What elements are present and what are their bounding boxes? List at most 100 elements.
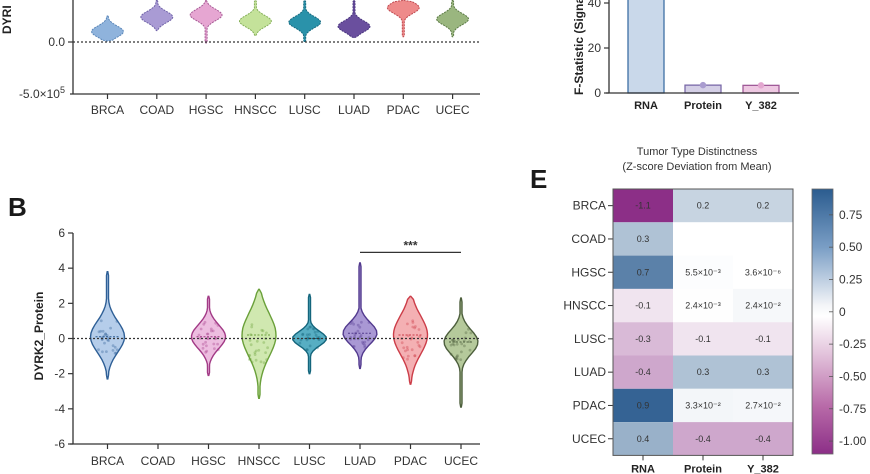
panel-b-data-point [308, 333, 311, 336]
heatmap-cell-label: 0.2 [757, 201, 770, 211]
panel-b-data-point [211, 329, 215, 333]
panel-e-heatmap: E Tumor Type Distinctness (Z-score Devia… [530, 146, 867, 474]
panel-a-violin-ucec [436, 0, 470, 38]
panel-b-data-point [454, 357, 458, 361]
panel-d-y-tick-label: 0 [594, 86, 601, 100]
panel-a-x-tick-label: COAD [139, 103, 174, 117]
panel-b-y-tick-label: 2 [58, 296, 65, 310]
heatmap-cells: -1.1 0.2 0.2 0.3 0.7 5.5×10⁻³ 3.6×10⁻⁶ -0.1 2.4×… [613, 189, 793, 456]
panel-b-data-point [248, 339, 252, 342]
panel-a-x-tick-label: HGSC [189, 103, 224, 117]
panel-a-violin-luad [337, 0, 371, 39]
panel-b-data-point [254, 349, 258, 353]
panel-b-data-point [101, 329, 105, 333]
panel-b-data-point [350, 320, 354, 324]
panel-b-x-tick-label: PDAC [394, 454, 428, 468]
panel-b-violin-hgsc [190, 295, 227, 377]
heatmap-cell-label: 2.4×10⁻³ [685, 301, 721, 311]
panel-b-data-point [400, 341, 404, 345]
panel-b-data-point [262, 341, 266, 344]
panel-b-data-point [113, 351, 117, 355]
panel-b-data-point [299, 338, 303, 342]
panel-b-data-point [309, 325, 312, 329]
panel-b-x-tick-label: HNSCC [238, 454, 281, 468]
heatmap-cell [673, 288, 733, 323]
heatmap-cell-label: 0.4 [637, 434, 650, 444]
panel-b-data-point [363, 343, 366, 347]
heatmap-col-label: Y_382 [747, 463, 779, 474]
panel-b-data-point [359, 334, 363, 337]
heatmap-cell [673, 189, 733, 223]
panel-b-y-tick-label: 4 [58, 261, 65, 275]
heatmap-cell-label: -0.1 [755, 334, 771, 344]
panel-b-data-point [352, 345, 356, 348]
colorbar-tick-label: -0.25 [839, 337, 867, 351]
panel-b-data-point [262, 361, 266, 365]
panel-b-data-point [363, 345, 367, 349]
panel-b-data-point [248, 354, 252, 357]
panel-b-data-point [265, 358, 268, 361]
panel-d-y-tick-label: 40 [588, 0, 602, 10]
panel-b-violin-luad [342, 262, 378, 370]
panel-a-x-tick-label: BRCA [91, 103, 124, 117]
heatmap-cell [673, 422, 733, 456]
heatmap-cell [673, 388, 733, 423]
panel-b-data-point [205, 344, 208, 348]
panel-b-data-point [214, 321, 218, 325]
panel-b-data-point [216, 324, 220, 327]
panel-b-y-axis-title: DYRK2_Protein [32, 292, 46, 381]
heatmap-cell [733, 222, 793, 256]
colorbar-tick-label: -1.00 [839, 434, 867, 448]
panel-b-data-point [451, 338, 455, 342]
panel-d-bar-fstat: F-Statistic (Signa 40 20 0 RNA Protein Y_382 [572, 0, 799, 112]
panel-b-data-point [250, 325, 254, 329]
panel-b-data-point [316, 346, 319, 350]
panel-b-data-point [413, 326, 417, 330]
panel-b-data-point [418, 335, 422, 338]
panel-b-data-point [463, 344, 466, 348]
panel-b-data-point [199, 327, 203, 331]
panel-b-data-point [411, 321, 415, 324]
panel-a-violin-lusc [288, 0, 322, 43]
panel-b-y-tick-label: -4 [54, 402, 65, 416]
panel-b-data-point [455, 355, 459, 359]
panel-b-data-point [456, 354, 459, 358]
panel-b-data-point [313, 330, 317, 334]
panel-b-violin-brca [89, 271, 126, 380]
panel-b-x-tick-label: UCEC [444, 454, 478, 468]
panel-b-violin-pdac [392, 295, 429, 385]
panel-b-data-point [353, 333, 357, 336]
panel-b-data-point [109, 326, 112, 330]
panel-b-data-point [404, 349, 407, 353]
panel-b-data-point [406, 354, 410, 358]
panel-b-data-point [450, 338, 454, 342]
panel-b-data-point [312, 327, 316, 331]
heatmap-cell-label: 3.3×10⁻² [685, 400, 721, 410]
panel-b-data-point [452, 339, 456, 343]
heatmap-row-label: UCEC [572, 432, 606, 446]
panel-b-data-point [104, 332, 108, 336]
panel-a-violin-brca [91, 15, 124, 42]
panel-b-data-point [216, 342, 220, 346]
panel-b-x-tick-label: BRCA [91, 454, 124, 468]
panel-b-data-point [454, 356, 458, 360]
colorbar-tick-label: -0.50 [839, 369, 867, 383]
colorbar-tick-label: 0.50 [839, 240, 863, 254]
heatmap-cell-label: 2.4×10⁻² [745, 301, 781, 311]
heatmap-cell-label: 0.3 [637, 234, 650, 244]
panel-b-data-point [107, 339, 110, 342]
heatmap-row-label: COAD [571, 232, 606, 246]
heatmap-cell-label: 3.6×10⁻⁶ [745, 267, 782, 277]
panel-b-data-point [266, 346, 269, 350]
panel-a-x-tick-label: LUSC [289, 103, 321, 117]
panel-b-data-point [459, 358, 463, 361]
panel-b-data-point [265, 331, 268, 335]
panel-b-data-point [206, 332, 210, 336]
panel-b-data-point [249, 357, 252, 361]
panel-b-data-point [406, 357, 409, 361]
panel-b-data-point [204, 350, 208, 354]
panel-b-data-point [417, 344, 421, 347]
heatmap-col-label: Protein [684, 463, 722, 474]
panel-b-data-point [363, 340, 367, 344]
heatmap-cell [733, 355, 793, 389]
